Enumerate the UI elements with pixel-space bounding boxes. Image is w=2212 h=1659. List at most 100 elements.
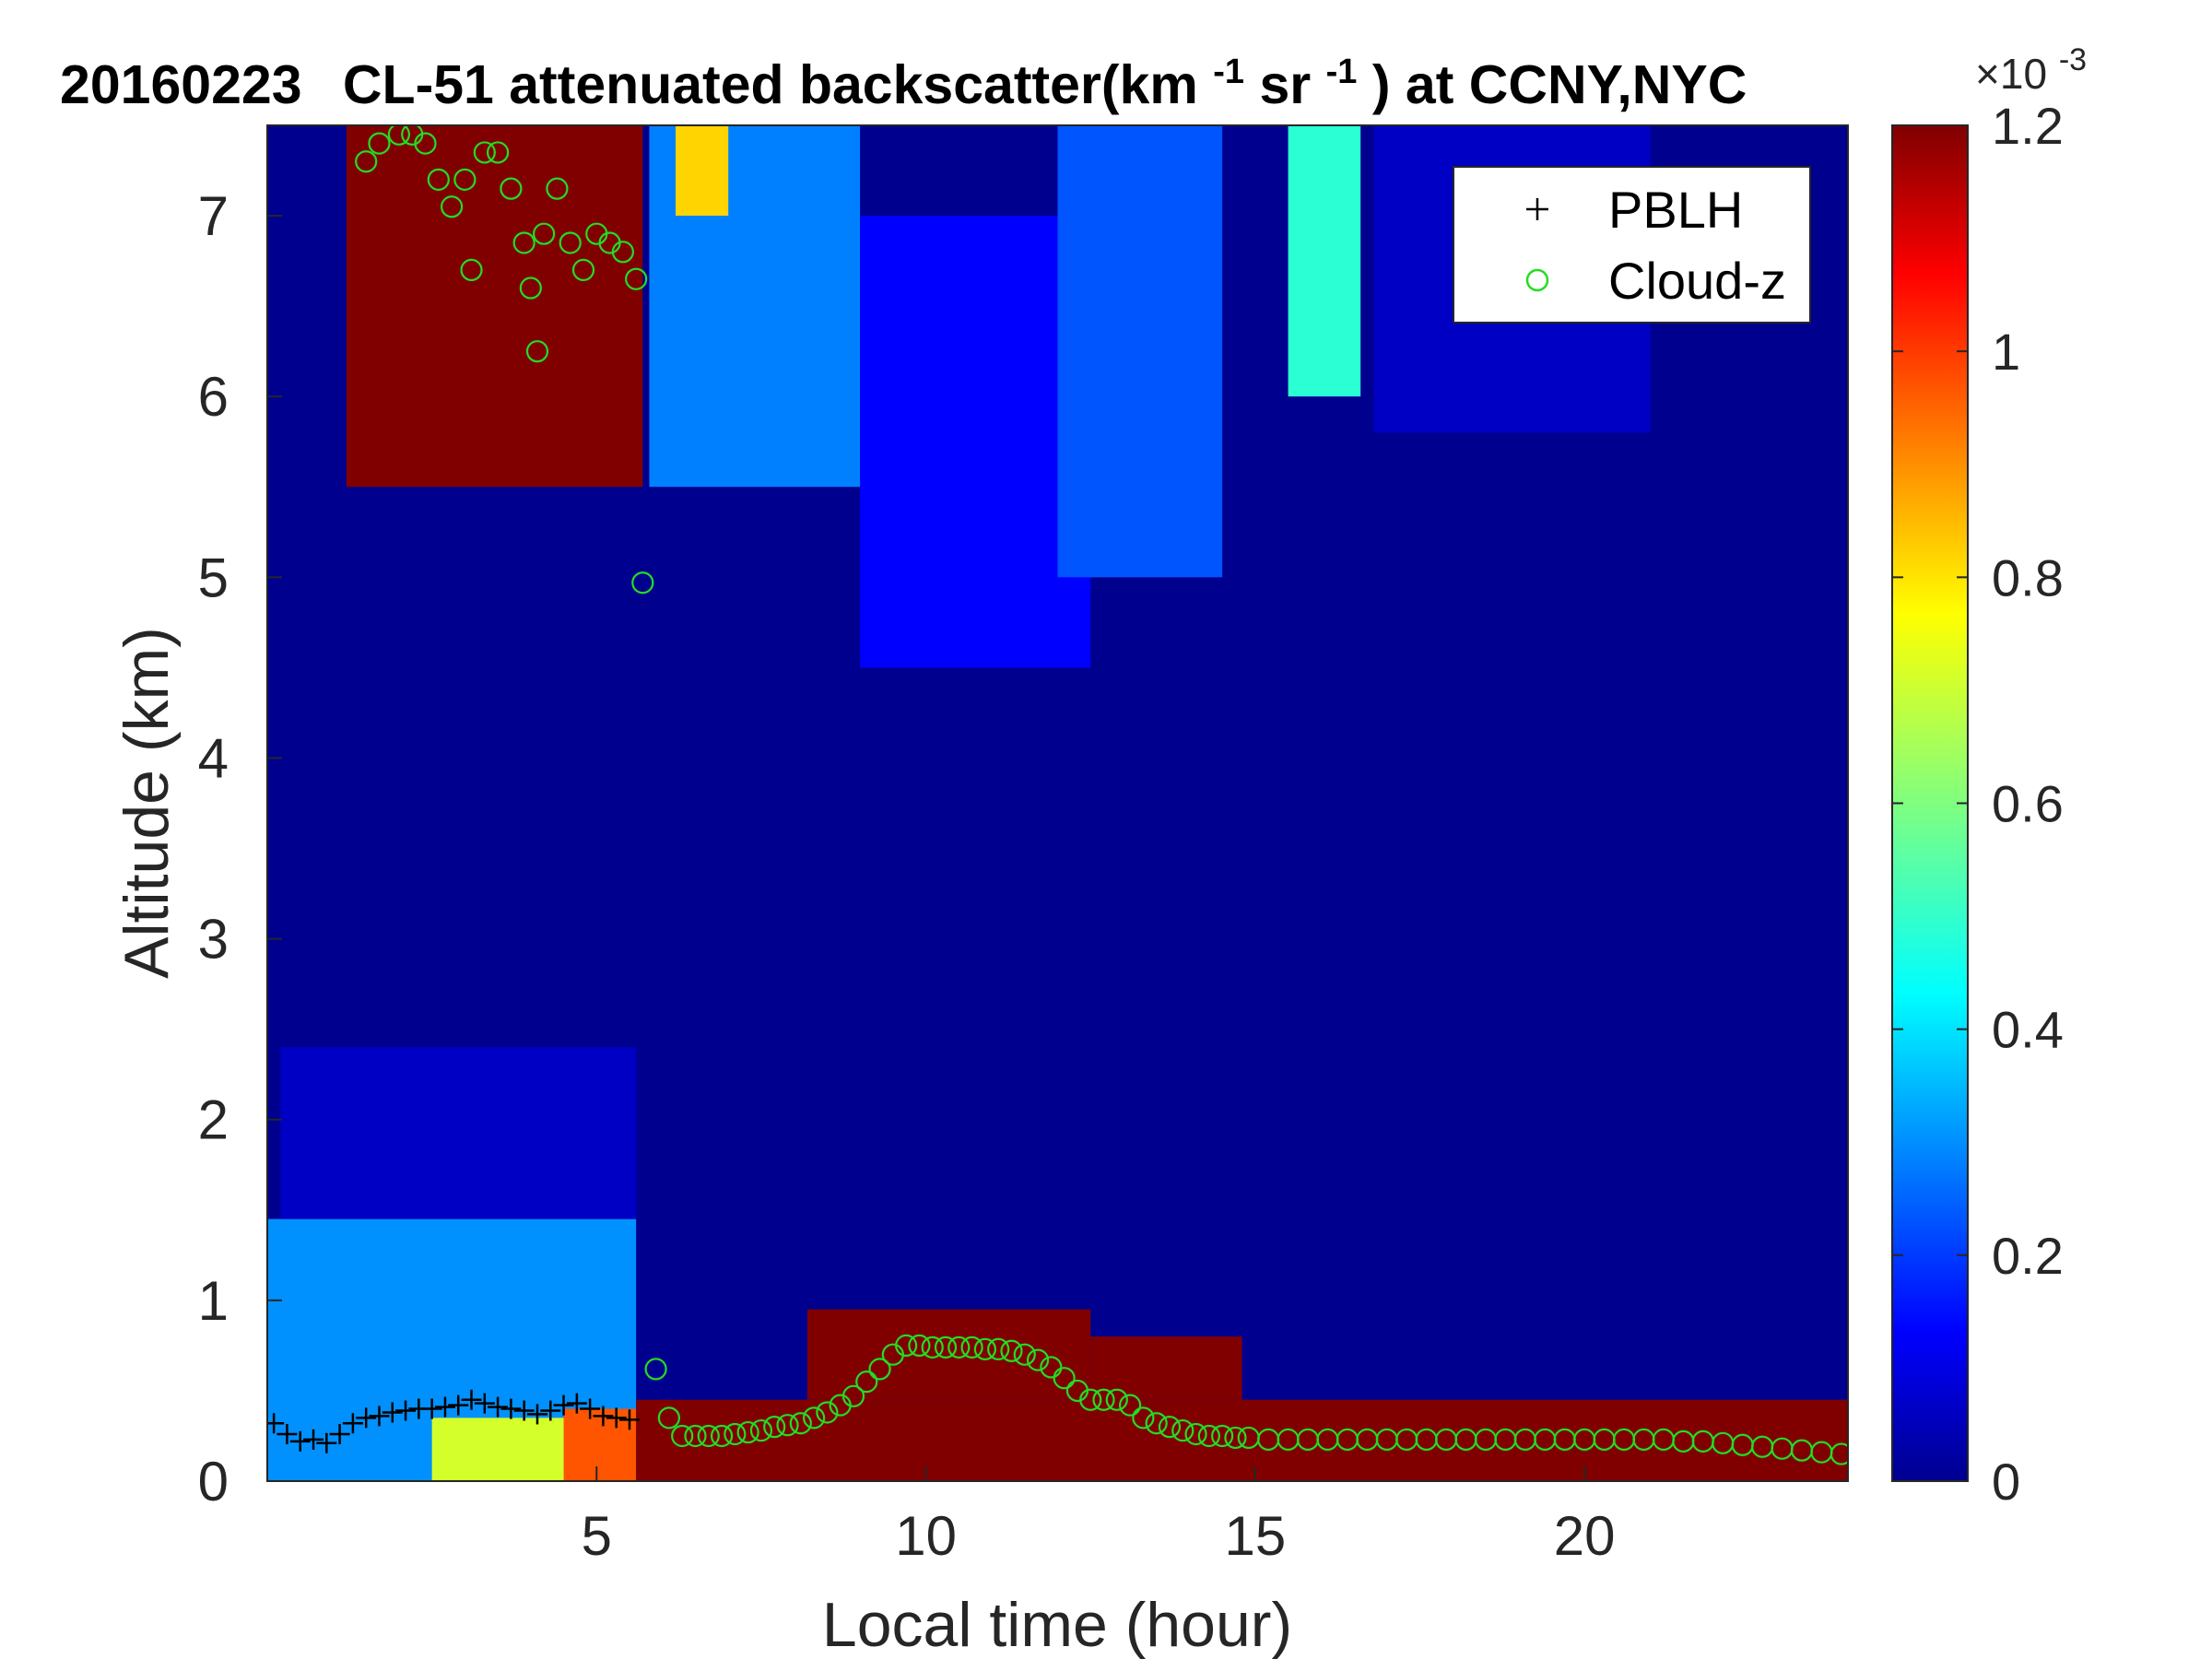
cloudz-point bbox=[453, 168, 477, 191]
backscatter-region-11 bbox=[1288, 125, 1361, 397]
cloudz-point bbox=[611, 241, 634, 264]
colorbar-tick-label: 0.2 bbox=[1992, 1227, 2064, 1285]
axes: 5 10 15 20 0 1 2 3 4 5 6 7 bbox=[198, 124, 1849, 1567]
legend: PBLH Cloud-z bbox=[1453, 166, 1811, 324]
colorbar-tick-label: 1 bbox=[1992, 323, 2020, 381]
x-tick-label: 20 bbox=[1554, 1505, 1616, 1567]
pblh-point bbox=[316, 1432, 337, 1453]
axes-frame bbox=[266, 124, 1849, 1482]
pblh-point bbox=[474, 1393, 495, 1414]
cloudz-point bbox=[816, 1401, 839, 1424]
cloudz-point bbox=[1000, 1339, 1023, 1362]
cloudz-point bbox=[1224, 1426, 1247, 1450]
cloudz-point bbox=[512, 231, 535, 254]
cloudz-point bbox=[460, 258, 483, 282]
pblh-point bbox=[593, 1406, 614, 1427]
cloudz-point bbox=[631, 571, 654, 594]
cloudz-point bbox=[749, 1418, 773, 1442]
title-instrument: CL-51 attenuated backscatter(km bbox=[343, 54, 1198, 115]
cloudz-point bbox=[1092, 1388, 1115, 1411]
pblh-point bbox=[289, 1430, 311, 1452]
cloudz-point bbox=[724, 1422, 747, 1446]
colorbar-tick-label: 0 bbox=[1992, 1453, 2020, 1511]
cloudz-point bbox=[440, 195, 464, 218]
pblh-point bbox=[303, 1429, 324, 1450]
cloudz-point bbox=[473, 141, 496, 164]
cloudz-point bbox=[1040, 1356, 1063, 1379]
cloudz-point bbox=[1830, 1442, 1848, 1465]
pblh-series bbox=[267, 1389, 641, 1453]
pblh-point bbox=[382, 1402, 403, 1423]
pblh-point bbox=[395, 1400, 417, 1421]
x-tick-label: 10 bbox=[895, 1505, 957, 1567]
cloudz-point bbox=[1026, 1348, 1050, 1371]
cloudz-point bbox=[427, 168, 450, 191]
cloudz-point bbox=[1053, 1367, 1076, 1390]
y-tick-label: 7 bbox=[198, 185, 229, 247]
cloudz-point bbox=[697, 1424, 720, 1448]
cloudz-point bbox=[657, 1406, 680, 1430]
cloudz-point bbox=[736, 1420, 759, 1444]
colorbar-multiplier-base: ×10 bbox=[1975, 50, 2047, 98]
pblh-point bbox=[580, 1398, 601, 1419]
cloudz-point bbox=[1158, 1416, 1182, 1439]
pblh-point bbox=[553, 1394, 574, 1416]
cloudz-point bbox=[960, 1335, 983, 1359]
pblh-point bbox=[461, 1389, 482, 1410]
title-sup-1: -1 bbox=[1213, 53, 1244, 91]
cloudz-series bbox=[355, 125, 1848, 1465]
legend-pblh-label: PBLH bbox=[1608, 181, 1743, 239]
pblh-point bbox=[526, 1404, 547, 1425]
cloudz-point bbox=[841, 1384, 865, 1407]
cloudz-point bbox=[500, 177, 523, 200]
backscatter-region-7 bbox=[346, 125, 643, 488]
plot-area bbox=[267, 125, 1848, 1481]
title-date: 20160223 bbox=[60, 54, 302, 115]
pblh-point bbox=[619, 1409, 641, 1430]
cloudz-point bbox=[625, 267, 648, 290]
cloudz-point bbox=[571, 258, 595, 282]
cloudz-point bbox=[934, 1335, 958, 1359]
cloudz-point bbox=[1171, 1418, 1194, 1442]
colorbar-tick-label: 0.4 bbox=[1992, 1001, 2064, 1059]
y-tick-label: 6 bbox=[198, 366, 229, 428]
legend-pblh-marker bbox=[1526, 198, 1548, 220]
colorbar: 0 0.2 0.4 0.6 0.8 1 1.2 ×10 -3 bbox=[1891, 42, 2087, 1511]
cloudz-point bbox=[368, 132, 391, 155]
pblh-point bbox=[276, 1424, 298, 1445]
pblh-point bbox=[267, 1413, 285, 1434]
colorbar-tick-label: 0.8 bbox=[1992, 548, 2064, 606]
backscatter-region-9 bbox=[860, 216, 1091, 668]
colorbar-tick-label: 0.6 bbox=[1992, 775, 2064, 833]
pblh-point bbox=[488, 1396, 509, 1418]
colorbar-gradient bbox=[1892, 125, 1968, 1481]
cloudz-point bbox=[1132, 1406, 1155, 1430]
colorbar-multiplier-exp: -3 bbox=[2059, 42, 2087, 77]
cloudz-point bbox=[519, 276, 542, 300]
x-tick-label: 5 bbox=[582, 1505, 612, 1567]
legend-box bbox=[1453, 166, 1811, 324]
cloudz-point bbox=[1013, 1343, 1036, 1366]
y-tick-label: 4 bbox=[198, 727, 229, 789]
backscatter-region-5 bbox=[806, 1309, 1091, 1400]
cloudz-point bbox=[868, 1358, 891, 1381]
cloudz-point bbox=[895, 1334, 918, 1358]
backscatter-region-12 bbox=[676, 125, 729, 217]
pblh-point bbox=[606, 1407, 627, 1429]
cloudz-point bbox=[671, 1424, 694, 1448]
y-tick-label: 3 bbox=[198, 909, 229, 971]
pblh-point bbox=[369, 1406, 390, 1427]
cloudz-point bbox=[355, 150, 378, 173]
cloudz-point bbox=[487, 141, 510, 164]
legend-cloudz-label: Cloud-z bbox=[1608, 252, 1786, 310]
y-tick-label: 2 bbox=[198, 1089, 229, 1151]
colorbar-ticks: 0 0.2 0.4 0.6 0.8 1 1.2 bbox=[1892, 97, 2064, 1511]
cloudz-point bbox=[387, 125, 411, 146]
x-tick-label: 15 bbox=[1225, 1505, 1287, 1567]
y-tick-label: 1 bbox=[198, 1270, 229, 1332]
pblh-point bbox=[540, 1400, 561, 1421]
cloudz-point bbox=[533, 222, 556, 245]
x-axis-label: Local time (hour) bbox=[822, 1590, 1292, 1659]
cloudz-point bbox=[559, 231, 582, 254]
